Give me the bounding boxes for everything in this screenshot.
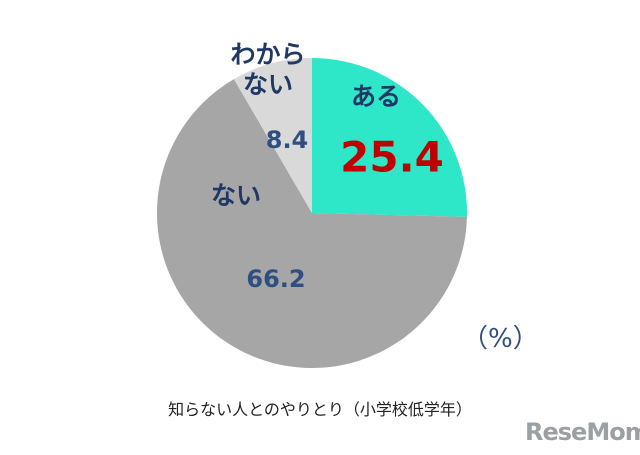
slice-label: ない bbox=[210, 181, 261, 210]
caption: 知らない人とのやりとり（小学校低学年） bbox=[168, 400, 472, 419]
value-label: 8.4 bbox=[265, 126, 309, 154]
pie-slice bbox=[156, 79, 467, 369]
watermark: ReseMom bbox=[525, 418, 640, 446]
unit-label: （%） bbox=[462, 324, 539, 354]
pie-slice bbox=[233, 58, 312, 213]
pie-slice bbox=[312, 58, 467, 217]
value-label: 25.4 bbox=[340, 132, 444, 182]
slice-label: ある bbox=[350, 82, 401, 111]
slice-label: わからない bbox=[230, 40, 306, 99]
value-label: 66.2 bbox=[246, 265, 306, 293]
